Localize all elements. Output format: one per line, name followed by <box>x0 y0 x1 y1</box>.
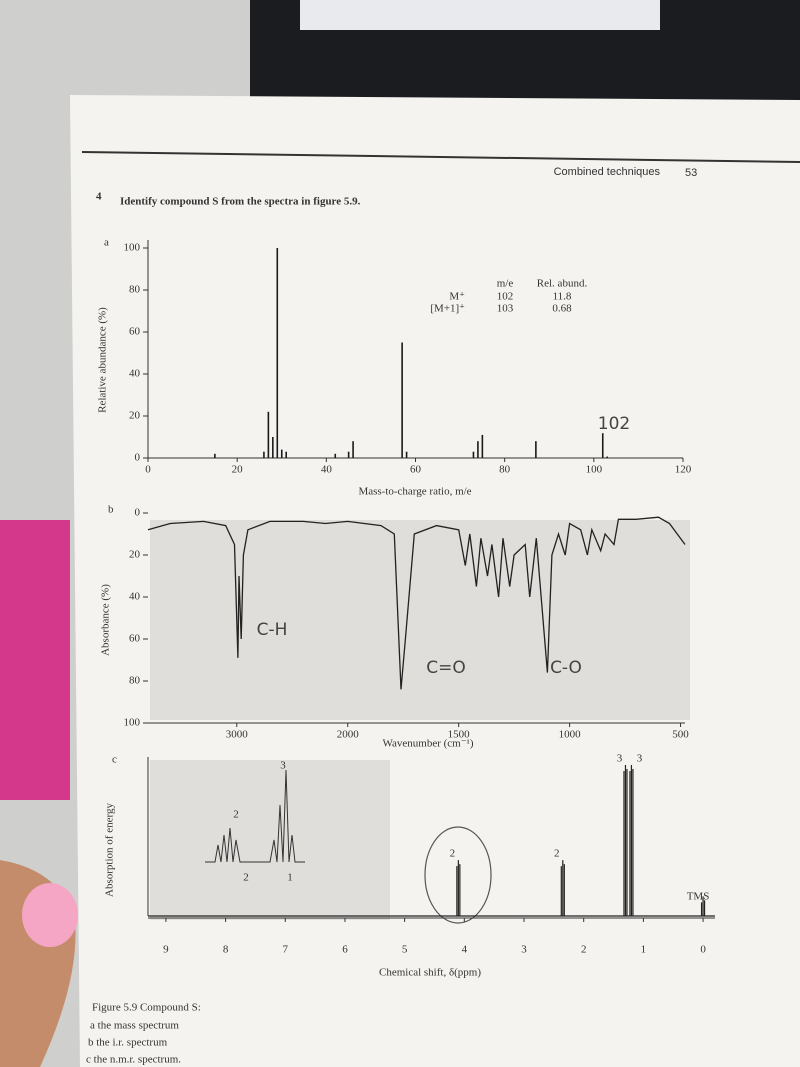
inset-label: 1 <box>287 872 293 884</box>
nmr-peak <box>456 860 461 916</box>
x-tick-label: 40 <box>321 464 333 476</box>
table-header: Rel. abund. <box>537 278 588 290</box>
y-tick-label: 20 <box>129 410 141 422</box>
nmr-peak <box>629 765 634 916</box>
nmr-peak <box>700 896 706 916</box>
question-text: Identify compound S from the spectra in … <box>120 196 361 208</box>
table-cell: 0.68 <box>552 303 572 315</box>
x-axis-label: Wavenumber (cm⁻¹) <box>383 738 474 750</box>
fingernail <box>22 883 78 947</box>
x-tick-label: 100 <box>586 464 603 476</box>
y-axis-label: Absorbance (%) <box>100 584 112 656</box>
x-axis-label: Chemical shift, δ(ppm) <box>379 967 481 979</box>
inset-label: 3 <box>280 760 286 772</box>
pink-folder <box>0 520 70 800</box>
panel-label: c <box>112 754 117 766</box>
y-tick-label: 20 <box>129 549 141 561</box>
hand-circle <box>424 826 492 924</box>
integration-label: 2 <box>554 848 560 860</box>
y-tick-label: 80 <box>129 284 141 296</box>
x-tick-label: 3 <box>521 944 527 956</box>
x-tick-label: 1000 <box>559 729 582 741</box>
x-tick-label: 8 <box>223 944 229 956</box>
y-tick-label: 60 <box>129 633 141 645</box>
x-tick-label: 500 <box>672 729 689 741</box>
table-cell: [M+1]⁺ <box>430 303 465 315</box>
x-tick-label: 120 <box>675 464 692 476</box>
x-tick-label: 0 <box>145 464 151 476</box>
x-tick-label: 2 <box>581 944 587 956</box>
question-number: 4 <box>96 191 102 203</box>
x-tick-label: 60 <box>410 464 422 476</box>
x-tick-label: 0 <box>700 944 706 956</box>
caption-item: c the n.m.r. spectrum. <box>86 1054 181 1066</box>
y-tick-label: 100 <box>124 717 141 729</box>
x-tick-label: 6 <box>342 944 348 956</box>
table-cell: 103 <box>497 303 514 315</box>
handwritten-note: C-O <box>550 658 582 678</box>
x-tick-label: 20 <box>232 464 244 476</box>
caption-item: a the mass spectrum <box>90 1020 179 1032</box>
table-cell: 11.8 <box>553 291 572 303</box>
y-tick-label: 80 <box>129 675 141 687</box>
x-axis-label: Mass-to-charge ratio, m/e <box>358 486 471 498</box>
x-tick-label: 3000 <box>226 729 249 741</box>
table-cell: 102 <box>497 291 514 303</box>
y-tick-label: 40 <box>129 368 141 380</box>
x-tick-label: 9 <box>163 944 169 956</box>
inset-label: 2 <box>233 809 239 821</box>
header-section: Combined techniques <box>554 166 661 178</box>
tms-label: TMS <box>687 891 710 903</box>
y-tick-label: 40 <box>129 591 141 603</box>
y-tick-label: 60 <box>129 326 141 338</box>
handwritten-note: C=O <box>426 658 466 678</box>
ir-trace <box>147 516 686 690</box>
y-tick-label: 0 <box>135 452 141 464</box>
inset-label: 2 <box>243 872 249 884</box>
handwritten-note: 102 <box>598 414 630 434</box>
x-tick-label: 80 <box>499 464 511 476</box>
integration-label: 2 <box>450 848 456 860</box>
print-shading <box>150 760 390 920</box>
y-axis-label: Absorption of energy <box>104 803 116 897</box>
inset-expansion <box>205 769 305 863</box>
caption-item: b the i.r. spectrum <box>88 1037 168 1049</box>
print-shading <box>150 520 690 720</box>
nmr-peak <box>623 765 628 916</box>
handwritten-note: C-H <box>257 620 288 640</box>
x-tick-label: 1500 <box>448 729 471 741</box>
paper <box>70 95 800 1067</box>
laptop-screen <box>300 0 660 30</box>
nmr-peak <box>560 860 565 916</box>
x-tick-label: 7 <box>283 944 289 956</box>
x-tick-label: 4 <box>462 944 468 956</box>
table-cell: M⁺ <box>449 291 465 303</box>
integration-label: 3 <box>617 753 623 765</box>
panel-label: b <box>108 504 114 516</box>
x-tick-label: 5 <box>402 944 408 956</box>
panel-label: a <box>104 237 109 249</box>
header-rule <box>81 151 800 163</box>
integration-label: 3 <box>637 753 643 765</box>
table-header: m/e <box>497 278 514 290</box>
page-number: 53 <box>685 167 697 179</box>
y-tick-label: 100 <box>124 242 141 254</box>
y-axis-label: Relative abundance (%) <box>97 307 109 413</box>
x-tick-label: 1 <box>641 944 647 956</box>
caption-title: Figure 5.9 Compound S: <box>92 1002 201 1014</box>
x-tick-label: 2000 <box>337 729 360 741</box>
y-tick-label: 0 <box>135 507 141 519</box>
